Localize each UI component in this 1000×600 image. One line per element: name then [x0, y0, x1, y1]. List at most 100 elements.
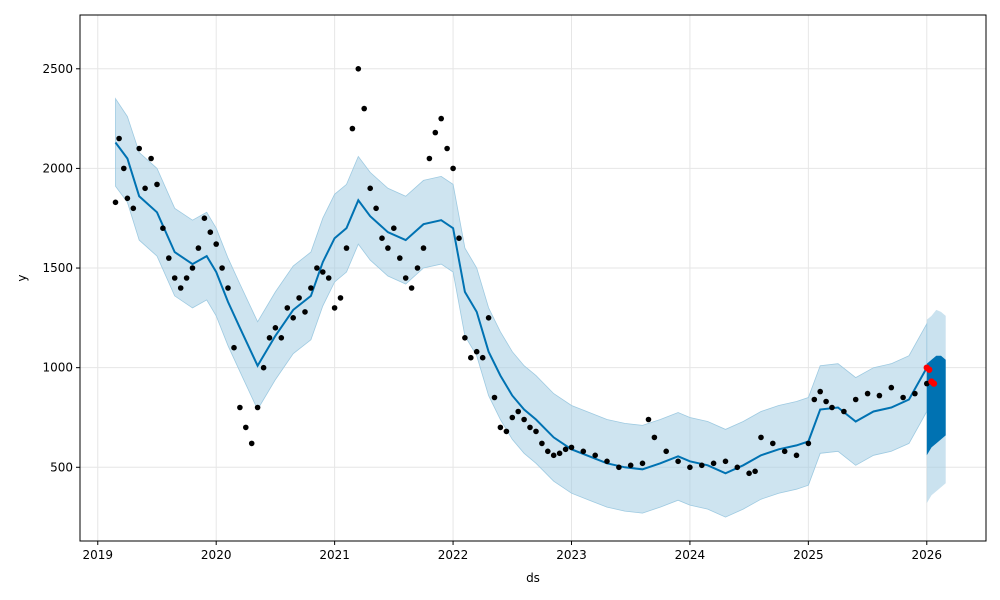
observed-point	[462, 335, 468, 341]
x-tick-label: 2022	[438, 548, 469, 562]
observed-point	[343, 245, 350, 251]
observed-point	[817, 388, 823, 395]
observed-point	[166, 255, 172, 261]
forecast-line	[114, 141, 928, 475]
y-tick-label: 2000	[42, 161, 73, 175]
observed-point	[852, 396, 859, 403]
observed-point	[379, 235, 385, 241]
x-tick-label: 2024	[675, 548, 706, 562]
observed-point	[219, 265, 225, 271]
y-axis-ticks: 500 1000 1500 2000 2500	[42, 62, 80, 474]
observed-point	[770, 440, 776, 447]
observed-point	[734, 464, 741, 471]
observed-point	[752, 468, 758, 475]
observed-point	[402, 275, 409, 281]
observed-point	[355, 66, 362, 72]
observed-point	[811, 396, 818, 403]
observed-point	[243, 424, 249, 431]
observed-point	[639, 460, 646, 467]
y-tick-label: 2500	[42, 62, 73, 76]
observed-point	[325, 275, 332, 281]
observed-point	[456, 235, 462, 241]
observed-point	[189, 265, 196, 271]
observed-point	[290, 315, 297, 321]
observed-point	[675, 458, 681, 465]
recent-point	[926, 366, 933, 373]
observed-point	[829, 404, 835, 411]
observed-point	[468, 354, 474, 361]
x-axis-label: ds	[526, 571, 540, 585]
observed-point	[841, 408, 847, 415]
forecast-tail	[926, 309, 946, 504]
observed-point	[438, 115, 445, 122]
x-tick-label: 2021	[319, 548, 350, 562]
observed-point	[444, 145, 450, 152]
y-axis-label: y	[15, 274, 29, 281]
observed-point	[420, 245, 427, 251]
observed-point	[497, 424, 504, 431]
observed-point	[397, 255, 403, 261]
observed-point	[699, 462, 705, 469]
observed-point	[604, 458, 610, 465]
observed-point	[266, 335, 273, 341]
observed-point	[408, 285, 415, 291]
observed-point	[148, 155, 154, 162]
x-tick-label: 2026	[912, 548, 943, 562]
observed-point	[278, 335, 285, 341]
observed-point	[116, 135, 122, 142]
observed-point	[432, 129, 439, 136]
observed-point	[225, 285, 231, 291]
observed-point	[142, 185, 148, 192]
observed-point	[254, 404, 261, 411]
observed-point	[337, 295, 344, 301]
x-tick-label: 2025	[793, 548, 824, 562]
observed-point	[177, 285, 184, 291]
observed-point	[320, 269, 326, 275]
observed-point	[533, 428, 539, 435]
observed-point	[183, 275, 190, 281]
observed-point	[121, 165, 127, 172]
observed-point	[722, 458, 729, 465]
observed-point	[391, 225, 397, 231]
observed-point	[367, 185, 374, 192]
observed-point	[616, 464, 622, 471]
observed-point	[308, 285, 314, 291]
observed-point	[876, 392, 883, 399]
observed-point	[248, 440, 255, 447]
observed-point	[373, 205, 379, 212]
observed-point	[414, 265, 421, 271]
observed-point	[515, 408, 521, 415]
observed-point	[237, 404, 243, 411]
x-tick-label: 2019	[82, 548, 113, 562]
observed-point	[331, 305, 338, 311]
observed-point	[556, 450, 563, 457]
observed-point	[112, 199, 119, 206]
observed-point	[924, 380, 930, 387]
observed-point	[900, 394, 906, 401]
observed-point	[550, 452, 557, 459]
observed-point	[491, 394, 498, 401]
observed-point	[426, 155, 433, 162]
observed-point	[272, 325, 279, 331]
observed-point	[213, 241, 219, 247]
observed-point	[687, 464, 693, 471]
x-tick-label: 2023	[556, 548, 587, 562]
observed-point	[503, 428, 510, 435]
observed-point	[793, 452, 800, 459]
observed-point	[562, 446, 569, 453]
observed-point	[361, 105, 368, 112]
observed-point	[485, 315, 492, 321]
observed-point	[136, 145, 142, 152]
observed-point	[758, 434, 764, 441]
observed-point	[545, 448, 551, 455]
observed-point	[296, 295, 302, 301]
y-tick-label: 500	[50, 460, 73, 474]
observed-point	[130, 205, 137, 212]
observed-point	[580, 448, 587, 455]
observed-point	[627, 462, 634, 469]
observed-point	[710, 460, 717, 467]
y-tick-label: 1500	[42, 261, 73, 275]
observed-point	[171, 275, 178, 281]
observed-point	[663, 448, 669, 455]
